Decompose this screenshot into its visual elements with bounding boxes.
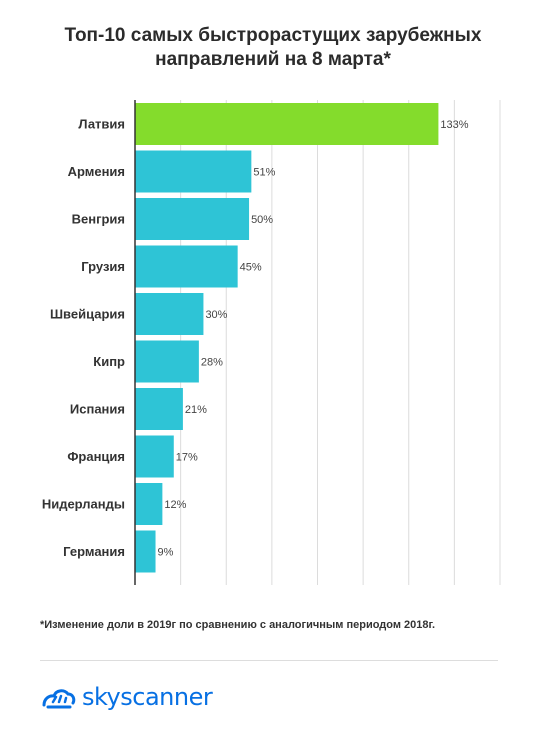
value-label: 50%: [251, 214, 273, 226]
skyscanner-cloud-icon: [42, 689, 76, 709]
category-label: Швейцария: [50, 307, 125, 322]
value-label: 51%: [253, 167, 275, 179]
divider: [40, 660, 498, 661]
category-label: Франция: [67, 449, 125, 464]
value-label: 133%: [440, 119, 468, 131]
bar: [135, 103, 439, 145]
value-label: 28%: [201, 357, 223, 369]
category-label: Нидерланды: [42, 497, 125, 512]
bar: [135, 340, 199, 383]
bar-chart: Латвия 133% Армения 51% Венгрия 50% Грузия 45% Ш…: [42, 100, 501, 585]
value-label: 9%: [158, 547, 174, 559]
bar: [135, 483, 163, 525]
bar: [135, 150, 252, 193]
chart-title: Топ-10 самых быстрорастущих зарубежных н…: [0, 24, 546, 72]
category-label: Кипр: [93, 354, 125, 369]
brand-name: skyscanner: [82, 683, 213, 711]
category-label: Латвия: [78, 117, 125, 132]
footnote: *Изменение доли в 2019г по сравнению с а…: [40, 619, 436, 631]
bar: [135, 293, 204, 335]
bar: [135, 198, 250, 240]
bar: [135, 245, 238, 288]
category-label: Грузия: [81, 259, 125, 274]
bar: [135, 435, 174, 478]
skyscanner-logo: skyscanner: [40, 680, 213, 714]
category-label: Армения: [68, 164, 125, 179]
category-label: Германия: [63, 544, 125, 559]
category-label: Испания: [70, 402, 125, 417]
value-label: 45%: [240, 262, 262, 274]
value-label: 30%: [205, 309, 227, 321]
value-label: 21%: [185, 404, 207, 416]
value-label: 17%: [176, 452, 198, 464]
chart-title-line-2: направлений на 8 марта*: [155, 49, 391, 70]
bar: [135, 388, 183, 430]
value-label: 12%: [164, 499, 186, 511]
category-label: Венгрия: [72, 212, 125, 227]
bar: [135, 530, 156, 573]
chart-title-line-1: Топ-10 самых быстрорастущих зарубежных: [64, 25, 482, 46]
